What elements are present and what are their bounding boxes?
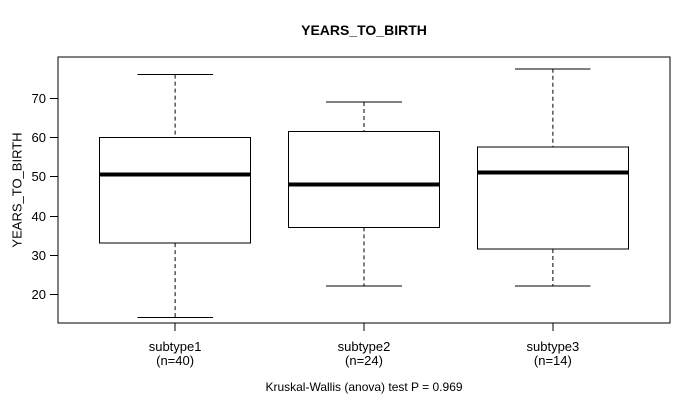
x-category-label: subtype2 bbox=[338, 339, 391, 354]
y-tick-label: 30 bbox=[32, 248, 46, 263]
y-tick-label: 70 bbox=[32, 91, 46, 106]
iqr-box bbox=[287, 130, 441, 228]
y-tick-label: 40 bbox=[32, 209, 46, 224]
x-category-sublabel: (n=14) bbox=[534, 353, 572, 368]
box-group-subtype1: subtype1(n=40) bbox=[99, 74, 252, 368]
y-tick-label: 20 bbox=[32, 287, 46, 302]
x-category-label: subtype3 bbox=[527, 339, 580, 354]
x-category-label: subtype1 bbox=[149, 339, 202, 354]
chart-caption: Kruskal-Wallis (anova) test P = 0.969 bbox=[265, 380, 463, 394]
y-tick-label: 50 bbox=[32, 169, 46, 184]
chart-title: YEARS_TO_BIRTH bbox=[301, 22, 427, 38]
box-group-subtype2: subtype2(n=24) bbox=[287, 101, 441, 368]
x-category-sublabel: (n=24) bbox=[345, 353, 383, 368]
box-group-subtype3: subtype3(n=14) bbox=[476, 68, 629, 368]
iqr-box bbox=[476, 146, 629, 250]
x-category-sublabel: (n=40) bbox=[156, 353, 194, 368]
iqr-box bbox=[99, 136, 252, 244]
y-tick-label: 60 bbox=[32, 130, 46, 145]
